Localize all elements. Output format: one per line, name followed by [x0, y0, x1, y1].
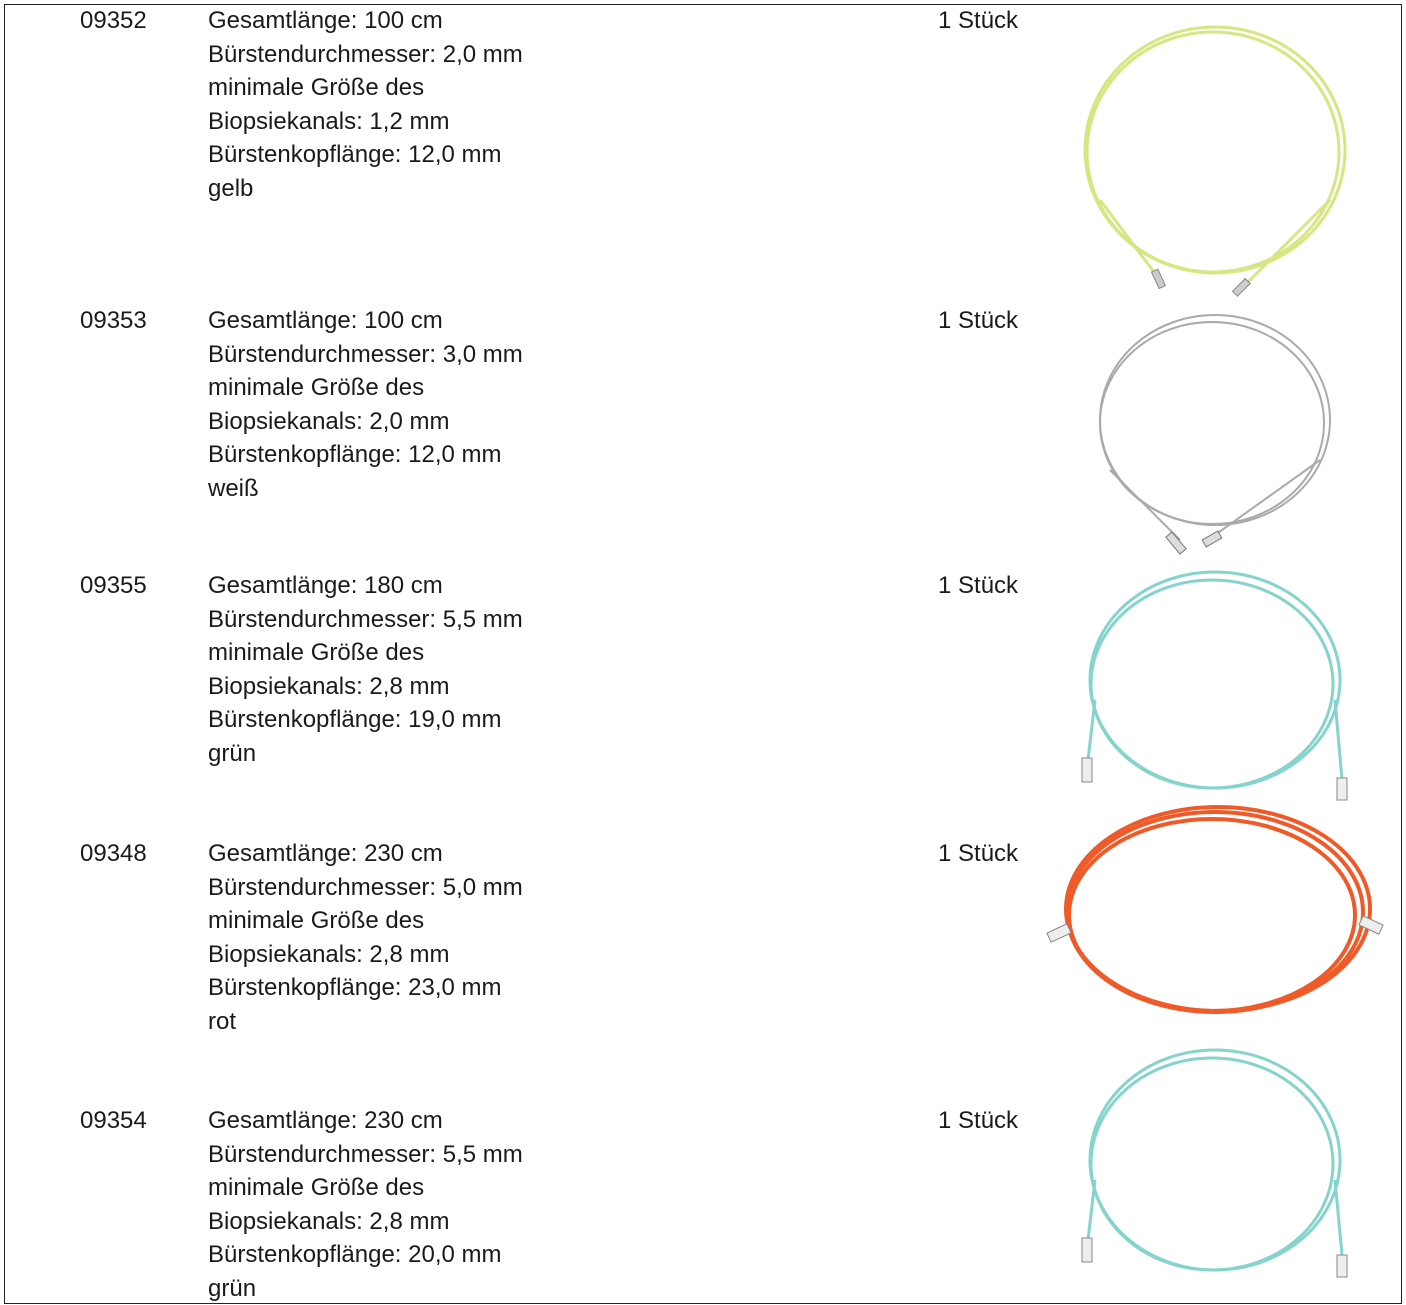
item-code: 09353 — [80, 307, 147, 334]
description-line: Bürstendurchmesser: 2,0 mm — [208, 40, 523, 68]
description-line: Bürstenkopflänge: 12,0 mm — [208, 141, 502, 168]
description-line: Gesamtlänge: 230 cm — [208, 840, 443, 867]
description-line: Biopsiekanals: 2,0 mm — [208, 407, 450, 435]
description-line: minimale Größe des — [208, 374, 425, 401]
description-line: Gesamtlänge: 100 cm — [208, 7, 443, 34]
description-line: gelb — [208, 174, 254, 202]
description-line: grün — [208, 739, 257, 767]
description-line: Bürstenkopflänge: 20,0 mm — [208, 1241, 502, 1268]
description-line: Gesamtlänge: 180 cm — [208, 572, 443, 599]
description-line: Biopsiekanals: 2,8 mm — [208, 1207, 450, 1235]
item-code: 09355 — [80, 572, 147, 599]
description-line: Bürstenkopflänge: 19,0 mm — [208, 706, 502, 733]
description-line: Bürstenkopflänge: 12,0 mm — [208, 441, 502, 468]
description-line: minimale Größe des — [208, 639, 425, 666]
quantity: 1 Stück — [938, 840, 1019, 867]
item-code: 09352 — [80, 7, 147, 34]
brush-image-green — [1081, 570, 1348, 801]
quantity: 1 Stück — [938, 572, 1019, 599]
description-line: Bürstendurchmesser: 5,0 mm — [208, 873, 523, 901]
description-line: rot — [208, 1007, 237, 1035]
description-line: minimale Größe des — [208, 74, 425, 101]
description-line: Bürstendurchmesser: 5,5 mm — [208, 605, 523, 633]
description-line: Bürstenkopflänge: 23,0 mm — [208, 974, 502, 1001]
description-line: grün — [208, 1274, 257, 1302]
quantity: 1 Stück — [938, 307, 1019, 334]
description-line: Bürstendurchmesser: 5,5 mm — [208, 1140, 523, 1168]
description-line: Biopsiekanals: 1,2 mm — [208, 107, 450, 135]
description-line: minimale Größe des — [208, 907, 425, 934]
item-code: 09348 — [80, 840, 147, 867]
description-line: Biopsiekanals: 2,8 mm — [208, 940, 450, 968]
quantity: 1 Stück — [938, 1107, 1019, 1134]
brush-image-white — [1099, 314, 1331, 555]
description-line: Gesamtlänge: 230 cm — [208, 1107, 443, 1134]
quantity: 1 Stück — [938, 7, 1019, 34]
brush-image-green-2 — [1081, 1048, 1348, 1278]
brush-image-yellow — [1083, 25, 1347, 297]
brush-image-red — [1046, 805, 1384, 1014]
item-code: 09354 — [80, 1107, 147, 1134]
description-line: weiß — [208, 474, 259, 502]
description-line: Biopsiekanals: 2,8 mm — [208, 672, 450, 700]
description-line: minimale Größe des — [208, 1174, 425, 1201]
description-line: Bürstendurchmesser: 3,0 mm — [208, 340, 523, 368]
description-line: Gesamtlänge: 100 cm — [208, 307, 443, 334]
